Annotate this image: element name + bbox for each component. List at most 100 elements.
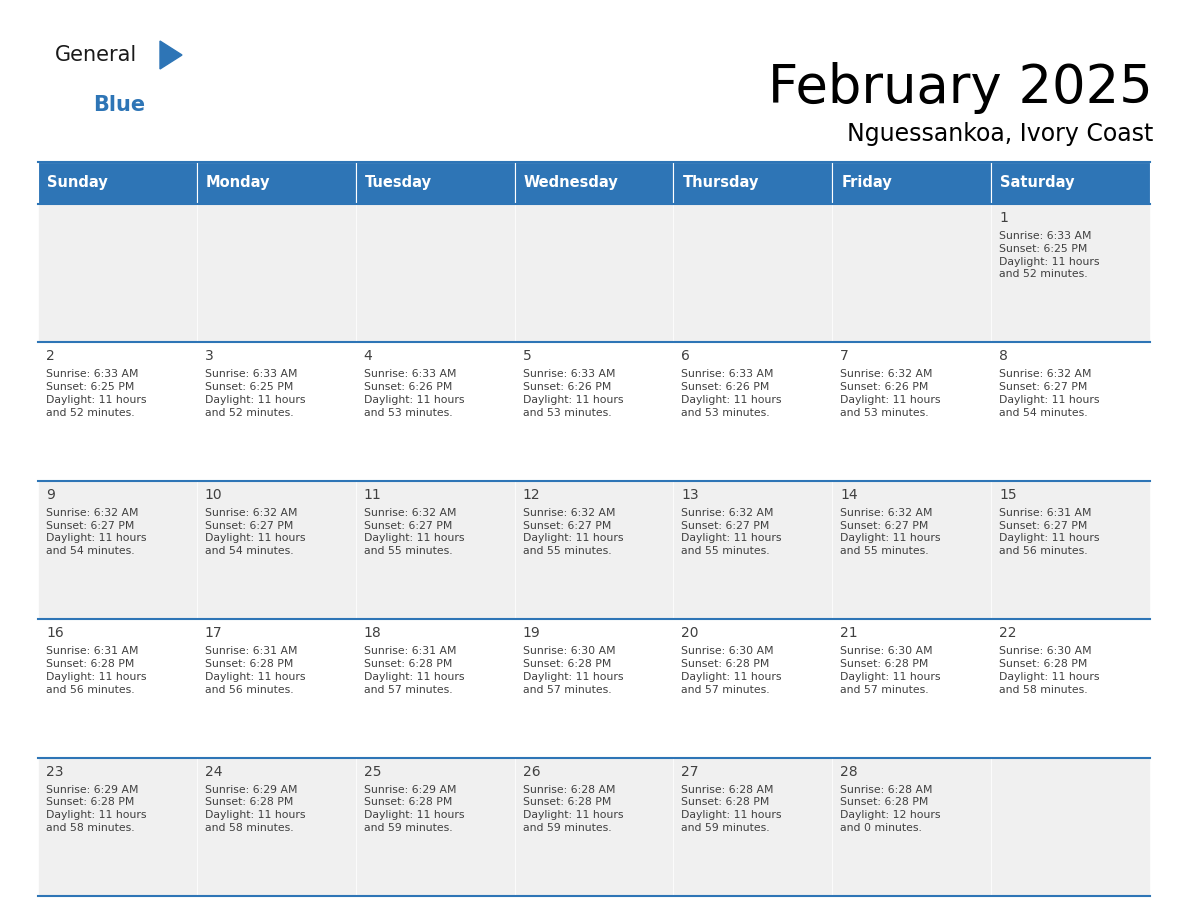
Text: Sunrise: 6:29 AM
Sunset: 6:28 PM
Daylight: 11 hours
and 58 minutes.: Sunrise: 6:29 AM Sunset: 6:28 PM Dayligh… <box>46 785 146 833</box>
Text: 9: 9 <box>46 487 55 502</box>
Text: 12: 12 <box>523 487 541 502</box>
Text: 10: 10 <box>204 487 222 502</box>
Text: 3: 3 <box>204 350 214 364</box>
Bar <box>833 204 991 342</box>
Text: Sunrise: 6:31 AM
Sunset: 6:28 PM
Daylight: 11 hours
and 56 minutes.: Sunrise: 6:31 AM Sunset: 6:28 PM Dayligh… <box>204 646 305 695</box>
Bar <box>197 204 355 342</box>
Text: Sunrise: 6:30 AM
Sunset: 6:28 PM
Daylight: 11 hours
and 57 minutes.: Sunrise: 6:30 AM Sunset: 6:28 PM Dayligh… <box>840 646 941 695</box>
Text: 19: 19 <box>523 626 541 640</box>
Text: Sunrise: 6:32 AM
Sunset: 6:27 PM
Daylight: 11 hours
and 55 minutes.: Sunrise: 6:32 AM Sunset: 6:27 PM Dayligh… <box>523 508 623 556</box>
Text: Sunrise: 6:31 AM
Sunset: 6:27 PM
Daylight: 11 hours
and 56 minutes.: Sunrise: 6:31 AM Sunset: 6:27 PM Dayligh… <box>999 508 1100 556</box>
Bar <box>514 620 674 757</box>
Bar <box>514 162 674 204</box>
Bar <box>674 481 833 620</box>
Text: Sunrise: 6:28 AM
Sunset: 6:28 PM
Daylight: 11 hours
and 59 minutes.: Sunrise: 6:28 AM Sunset: 6:28 PM Dayligh… <box>523 785 623 833</box>
Bar <box>991 204 1150 342</box>
Text: Nguessankoa, Ivory Coast: Nguessankoa, Ivory Coast <box>847 122 1154 146</box>
Text: 7: 7 <box>840 350 849 364</box>
Text: 18: 18 <box>364 626 381 640</box>
Bar <box>38 342 197 481</box>
Text: 26: 26 <box>523 765 541 778</box>
Text: 28: 28 <box>840 765 858 778</box>
Bar <box>674 620 833 757</box>
Bar <box>355 162 514 204</box>
Text: 4: 4 <box>364 350 373 364</box>
Bar <box>514 481 674 620</box>
Text: Wednesday: Wednesday <box>524 175 618 191</box>
Bar <box>38 204 197 342</box>
Text: Saturday: Saturday <box>1000 175 1075 191</box>
Text: Sunrise: 6:31 AM
Sunset: 6:28 PM
Daylight: 11 hours
and 56 minutes.: Sunrise: 6:31 AM Sunset: 6:28 PM Dayligh… <box>46 646 146 695</box>
Text: Sunrise: 6:32 AM
Sunset: 6:26 PM
Daylight: 11 hours
and 53 minutes.: Sunrise: 6:32 AM Sunset: 6:26 PM Dayligh… <box>840 369 941 418</box>
Bar <box>833 162 991 204</box>
Bar <box>674 162 833 204</box>
Text: Sunrise: 6:30 AM
Sunset: 6:28 PM
Daylight: 11 hours
and 57 minutes.: Sunrise: 6:30 AM Sunset: 6:28 PM Dayligh… <box>682 646 782 695</box>
Text: Sunday: Sunday <box>48 175 108 191</box>
Bar <box>991 757 1150 896</box>
Bar <box>197 342 355 481</box>
Bar <box>355 620 514 757</box>
Text: Blue: Blue <box>93 95 145 115</box>
Bar <box>991 481 1150 620</box>
Text: 24: 24 <box>204 765 222 778</box>
Text: 13: 13 <box>682 487 699 502</box>
Bar <box>197 620 355 757</box>
Text: Sunrise: 6:32 AM
Sunset: 6:27 PM
Daylight: 11 hours
and 55 minutes.: Sunrise: 6:32 AM Sunset: 6:27 PM Dayligh… <box>682 508 782 556</box>
Text: 6: 6 <box>682 350 690 364</box>
Bar <box>833 757 991 896</box>
Bar <box>38 162 197 204</box>
Bar <box>514 204 674 342</box>
Bar <box>197 481 355 620</box>
Text: 2: 2 <box>46 350 55 364</box>
Text: Sunrise: 6:33 AM
Sunset: 6:25 PM
Daylight: 11 hours
and 52 minutes.: Sunrise: 6:33 AM Sunset: 6:25 PM Dayligh… <box>46 369 146 418</box>
Text: General: General <box>55 45 138 65</box>
Bar <box>355 481 514 620</box>
Bar <box>197 757 355 896</box>
Bar <box>991 620 1150 757</box>
Polygon shape <box>160 41 182 69</box>
Bar <box>38 620 197 757</box>
Text: Thursday: Thursday <box>682 175 759 191</box>
Bar <box>355 204 514 342</box>
Text: Monday: Monday <box>206 175 271 191</box>
Bar <box>355 342 514 481</box>
Text: 25: 25 <box>364 765 381 778</box>
Bar <box>674 757 833 896</box>
Text: Sunrise: 6:30 AM
Sunset: 6:28 PM
Daylight: 11 hours
and 58 minutes.: Sunrise: 6:30 AM Sunset: 6:28 PM Dayligh… <box>999 646 1100 695</box>
Text: Sunrise: 6:33 AM
Sunset: 6:26 PM
Daylight: 11 hours
and 53 minutes.: Sunrise: 6:33 AM Sunset: 6:26 PM Dayligh… <box>682 369 782 418</box>
Text: Sunrise: 6:33 AM
Sunset: 6:25 PM
Daylight: 11 hours
and 52 minutes.: Sunrise: 6:33 AM Sunset: 6:25 PM Dayligh… <box>999 231 1100 279</box>
Text: Sunrise: 6:32 AM
Sunset: 6:27 PM
Daylight: 11 hours
and 55 minutes.: Sunrise: 6:32 AM Sunset: 6:27 PM Dayligh… <box>364 508 465 556</box>
Text: Sunrise: 6:30 AM
Sunset: 6:28 PM
Daylight: 11 hours
and 57 minutes.: Sunrise: 6:30 AM Sunset: 6:28 PM Dayligh… <box>523 646 623 695</box>
Text: Sunrise: 6:33 AM
Sunset: 6:26 PM
Daylight: 11 hours
and 53 minutes.: Sunrise: 6:33 AM Sunset: 6:26 PM Dayligh… <box>364 369 465 418</box>
Bar <box>514 757 674 896</box>
Text: Tuesday: Tuesday <box>365 175 431 191</box>
Bar <box>514 342 674 481</box>
Text: Sunrise: 6:31 AM
Sunset: 6:28 PM
Daylight: 11 hours
and 57 minutes.: Sunrise: 6:31 AM Sunset: 6:28 PM Dayligh… <box>364 646 465 695</box>
Text: 22: 22 <box>999 626 1017 640</box>
Text: Sunrise: 6:33 AM
Sunset: 6:25 PM
Daylight: 11 hours
and 52 minutes.: Sunrise: 6:33 AM Sunset: 6:25 PM Dayligh… <box>204 369 305 418</box>
Text: Friday: Friday <box>841 175 892 191</box>
Text: Sunrise: 6:32 AM
Sunset: 6:27 PM
Daylight: 11 hours
and 54 minutes.: Sunrise: 6:32 AM Sunset: 6:27 PM Dayligh… <box>46 508 146 556</box>
Bar <box>991 162 1150 204</box>
Bar <box>38 481 197 620</box>
Text: 8: 8 <box>999 350 1007 364</box>
Text: Sunrise: 6:28 AM
Sunset: 6:28 PM
Daylight: 12 hours
and 0 minutes.: Sunrise: 6:28 AM Sunset: 6:28 PM Dayligh… <box>840 785 941 833</box>
Text: 15: 15 <box>999 487 1017 502</box>
Text: 20: 20 <box>682 626 699 640</box>
Bar <box>355 757 514 896</box>
Text: February 2025: February 2025 <box>769 62 1154 114</box>
Text: 27: 27 <box>682 765 699 778</box>
Text: 23: 23 <box>46 765 63 778</box>
Text: Sunrise: 6:33 AM
Sunset: 6:26 PM
Daylight: 11 hours
and 53 minutes.: Sunrise: 6:33 AM Sunset: 6:26 PM Dayligh… <box>523 369 623 418</box>
Bar <box>833 342 991 481</box>
Bar <box>833 481 991 620</box>
Bar <box>991 342 1150 481</box>
Bar <box>38 757 197 896</box>
Text: Sunrise: 6:29 AM
Sunset: 6:28 PM
Daylight: 11 hours
and 59 minutes.: Sunrise: 6:29 AM Sunset: 6:28 PM Dayligh… <box>364 785 465 833</box>
Text: 5: 5 <box>523 350 531 364</box>
Text: 11: 11 <box>364 487 381 502</box>
Text: 17: 17 <box>204 626 222 640</box>
Bar <box>674 204 833 342</box>
Text: Sunrise: 6:32 AM
Sunset: 6:27 PM
Daylight: 11 hours
and 55 minutes.: Sunrise: 6:32 AM Sunset: 6:27 PM Dayligh… <box>840 508 941 556</box>
Text: 1: 1 <box>999 211 1007 225</box>
